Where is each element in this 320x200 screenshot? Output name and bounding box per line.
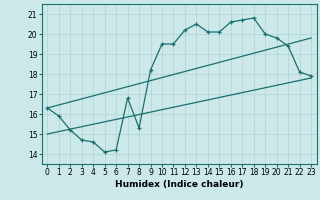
X-axis label: Humidex (Indice chaleur): Humidex (Indice chaleur) xyxy=(115,180,244,189)
